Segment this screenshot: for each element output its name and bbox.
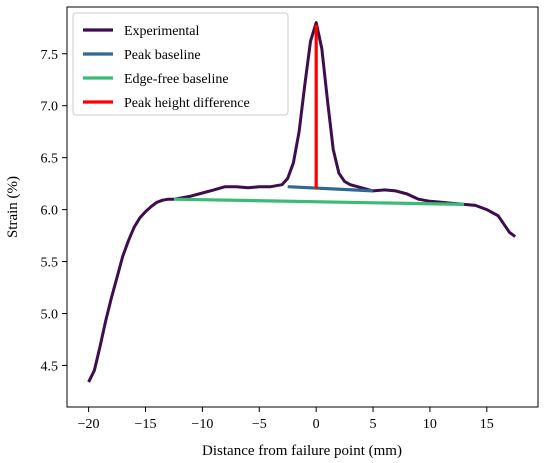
plot-frame bbox=[66, 6, 539, 408]
series-line-edge-free-baseline bbox=[173, 197, 465, 206]
legend-label-peak-height-difference: Peak height difference bbox=[124, 96, 250, 111]
x-tick-label: 0 bbox=[313, 417, 320, 432]
x-tick-label: −10 bbox=[191, 417, 213, 432]
y-tick-label: 6.5 bbox=[41, 152, 59, 167]
y-tick-label: 7.0 bbox=[41, 100, 59, 115]
legend-box bbox=[72, 12, 289, 116]
legend-items: Experimental Peak baseline Edge-free basel… bbox=[83, 24, 250, 111]
y-tick-label: 5.5 bbox=[41, 256, 59, 271]
y-tick-label: 6.0 bbox=[41, 204, 59, 219]
legend-label-experimental: Experimental bbox=[124, 24, 200, 39]
x-axis-label: Distance from failure point (mm) bbox=[202, 443, 402, 459]
x-tick-label: 10 bbox=[423, 417, 437, 432]
y-tick-label: 5.0 bbox=[41, 307, 59, 322]
legend-label-peak-baseline: Peak baseline bbox=[124, 48, 201, 63]
data-layer bbox=[87, 21, 517, 383]
x-tick-label: 15 bbox=[480, 417, 494, 432]
y-tick-label: 7.5 bbox=[41, 48, 59, 63]
legend-label-edge-free-baseline: Edge-free baseline bbox=[124, 72, 229, 87]
x-tick-label: −5 bbox=[252, 417, 267, 432]
legend: Experimental Peak baseline Edge-free basel… bbox=[72, 12, 289, 116]
ticks-layer: −20 −15 −10 −5 0 5 10 15 4.5 5.0 5.5 6.0 6.5 7.0 7.5 bbox=[41, 48, 494, 432]
y-tick-label: 4.5 bbox=[41, 359, 59, 374]
x-tick-label: −20 bbox=[78, 417, 100, 432]
series-line-peak-baseline bbox=[287, 185, 374, 193]
y-axis-label: Strain (%) bbox=[5, 176, 21, 238]
x-tick-label: 5 bbox=[370, 417, 377, 432]
series-line-experimental bbox=[87, 21, 517, 383]
x-tick-label: −15 bbox=[135, 417, 157, 432]
